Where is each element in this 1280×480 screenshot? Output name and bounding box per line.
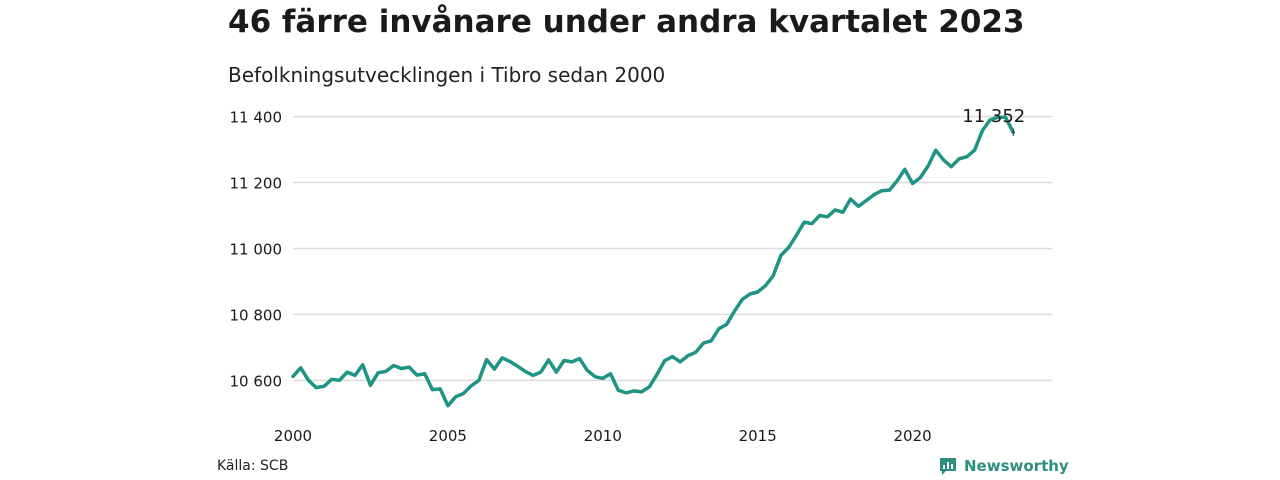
x-tick-label: 2005 [429,427,467,445]
brand-name: Newsworthy [964,457,1069,475]
y-tick-label: 11 400 [230,109,283,127]
series-line [291,115,1016,408]
y-tick-label: 10 800 [230,306,283,324]
y-tick-label: 10 600 [230,372,283,390]
chart-title: 46 färre invånare under andra kvartalet … [228,4,1025,40]
x-tick-label: 2015 [739,427,777,445]
series-group [291,115,1016,408]
y-axis-ticks: 10 600 10 800 11 000 11 200 11 400 [230,109,283,391]
x-axis-ticks: 2000 2005 2010 2015 2020 [274,427,932,445]
x-tick-label: 2010 [584,427,622,445]
x-tick-label: 2000 [274,427,312,445]
newsworthy-logo-icon [940,458,956,475]
brand-logo[interactable]: Newsworthy [938,456,1069,476]
x-tick-label: 2020 [893,427,931,445]
grid-lines [293,115,1052,382]
annotation-group: 11 352 [962,106,1025,136]
y-tick-label: 11 200 [230,175,283,193]
y-tick-label: 11 000 [230,240,283,258]
end-value-label: 11 352 [962,106,1025,127]
chart-subtitle: Befolkningsutvecklingen i Tibro sedan 20… [228,63,666,87]
source-note: Källa: SCB [217,458,289,474]
